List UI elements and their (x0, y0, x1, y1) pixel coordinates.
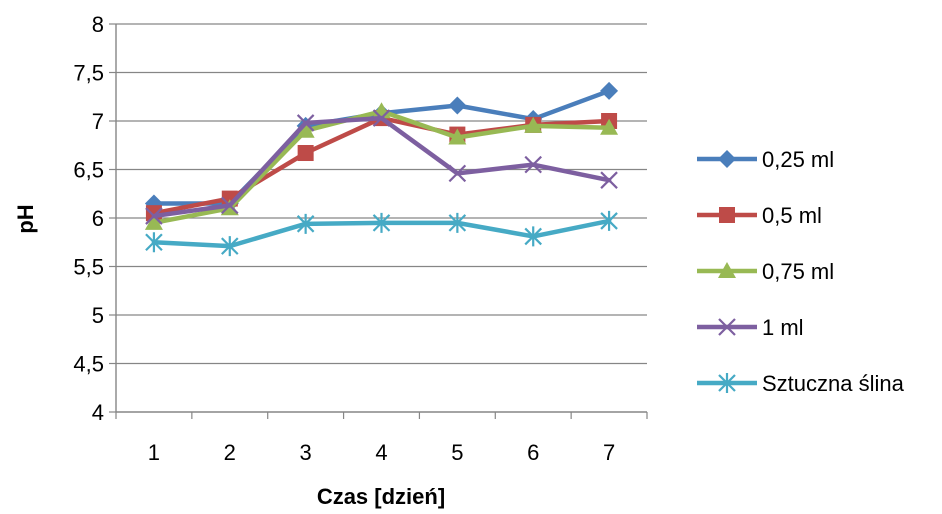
legend-item: Sztuczna ślina (697, 371, 905, 396)
legend-label: 1 ml (762, 315, 804, 340)
series-5 (145, 210, 618, 257)
y-tick-label: 4,5 (73, 352, 104, 377)
data-point (448, 212, 467, 233)
x-tick-label: 5 (451, 440, 463, 465)
y-tick-label: 5,5 (73, 255, 104, 280)
series-lines (144, 81, 619, 257)
data-point (144, 213, 163, 230)
legend: 0,25 ml 0,5 ml 0,75 ml 1 ml Sztuczna ślina (697, 147, 905, 396)
y-tick-label: 4 (92, 400, 104, 425)
legend-label: 0,5 ml (762, 203, 822, 228)
data-point (297, 145, 314, 162)
legend-item: 1 ml (697, 315, 804, 340)
y-tick-label: 5 (92, 303, 104, 328)
legend-marker (718, 373, 736, 393)
data-point (296, 213, 315, 234)
data-point (296, 114, 315, 132)
x-tick-label: 6 (527, 440, 539, 465)
x-axis-title: Czas [dzień] (317, 484, 445, 509)
grid (116, 23, 647, 365)
data-point (372, 109, 391, 127)
data-point (524, 116, 543, 133)
legend-marker (718, 262, 736, 278)
data-point (600, 118, 619, 135)
data-point (221, 196, 239, 215)
legend-label: 0,75 ml (762, 259, 834, 284)
y-tick-label: 6,5 (73, 158, 104, 183)
x-tick-label: 7 (603, 440, 615, 465)
legend-label: 0,25 ml (762, 147, 834, 172)
x-tick-label: 3 (300, 440, 312, 465)
data-point (448, 164, 467, 183)
data-point (524, 155, 542, 174)
legend-marker (719, 207, 735, 223)
data-point (145, 232, 163, 253)
y-tick-label: 7 (92, 109, 104, 134)
legend-marker (718, 318, 736, 336)
y-tick-label: 7,5 (73, 61, 104, 86)
data-point (448, 96, 467, 115)
y-tick-label: 6 (92, 206, 104, 231)
x-tick-label: 2 (224, 440, 236, 465)
data-point (145, 207, 163, 225)
legend-item: 0,5 ml (697, 203, 822, 228)
legend-label: Sztuczna ślina (762, 371, 905, 396)
data-point (600, 171, 618, 189)
x-tick-label: 4 (375, 440, 387, 465)
data-point (372, 212, 391, 233)
data-point (448, 128, 467, 145)
series-4 (145, 109, 618, 225)
x-axis-ticks: 1 2 3 4 5 6 7 (115, 412, 648, 465)
legend-marker (718, 150, 736, 168)
x-tick-label: 1 (148, 440, 160, 465)
data-point (600, 210, 618, 231)
y-axis-ticks: 4 4,5 5 5,5 6 6,5 7 7,5 8 (73, 12, 116, 425)
data-point (600, 81, 619, 100)
legend-item: 0,25 ml (697, 147, 834, 172)
legend-item: 0,75 ml (697, 259, 834, 284)
y-axis-title: pH (13, 204, 38, 233)
data-point (524, 226, 542, 247)
data-point (296, 121, 315, 138)
y-tick-label: 8 (92, 12, 104, 37)
series-1 (144, 81, 619, 213)
data-point (221, 236, 239, 257)
